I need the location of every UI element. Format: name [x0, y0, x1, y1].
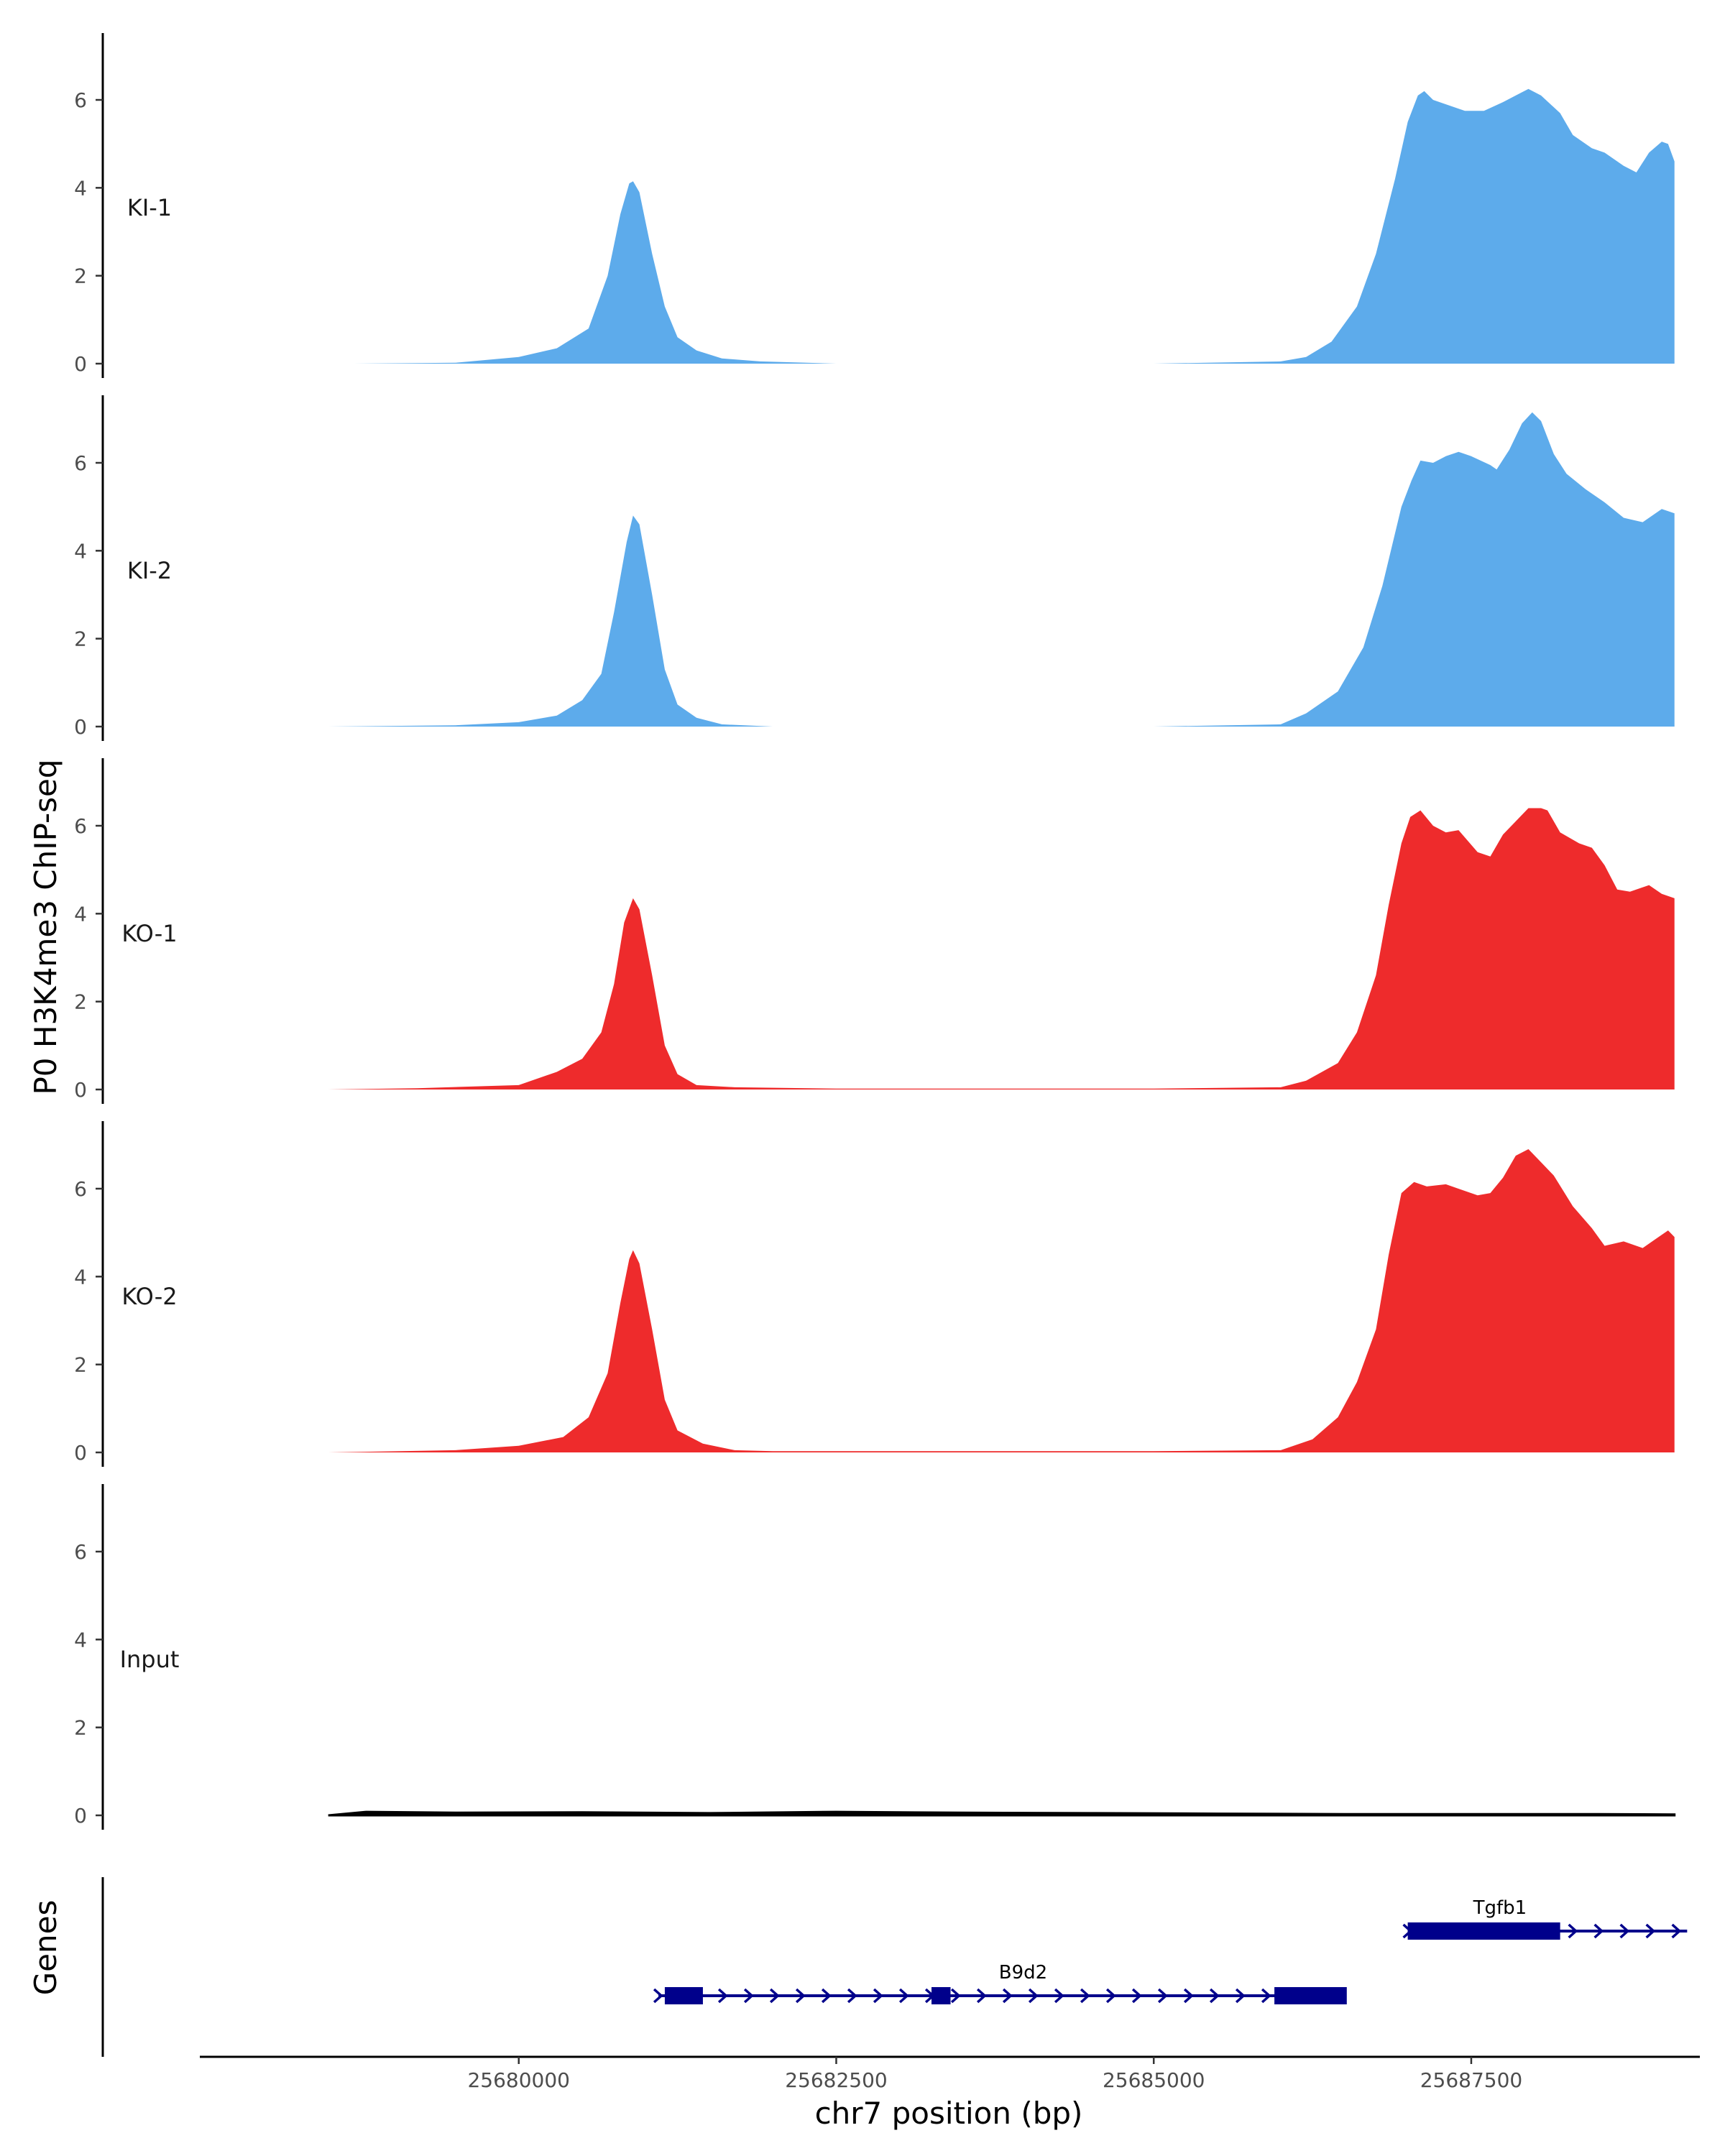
strand-arrow [950, 1988, 961, 2004]
y-tick-label: 0 [74, 1804, 87, 1828]
y-tick-label: 6 [74, 814, 87, 838]
y-tick-label: 2 [74, 1716, 87, 1740]
gene-label-tgfb1: Tgfb1 [1473, 1897, 1527, 1919]
track-label-ko-1: KO-1 [121, 920, 177, 947]
y-tick-label: 4 [74, 539, 87, 563]
track-ki-1: 0 2 4 6 KI-1 [74, 33, 1675, 378]
exon-block [931, 1987, 951, 2004]
strand-arrow [743, 1988, 754, 2004]
strand-arrow [1028, 1988, 1039, 2004]
y-tick-label: 2 [74, 990, 87, 1014]
coverage-area-ki-1 [354, 88, 1675, 364]
track-input: 0 2 4 6 Input [74, 1484, 1676, 1830]
genes-layer: Tgfb1 B9d2 [101, 1877, 1688, 2057]
y-tick-label: 4 [74, 1628, 87, 1651]
y-tick-label: 2 [74, 627, 87, 651]
strand-arrow [1080, 1988, 1090, 2004]
x-tick-label: 25685000 [1103, 2068, 1205, 2092]
strand-arrow [1131, 1988, 1142, 2004]
track-label-input: Input [120, 1646, 180, 1673]
strand-arrow [769, 1988, 780, 2004]
y-tick-label: 4 [74, 1265, 87, 1289]
coverage-area-ki-2 [328, 412, 1675, 727]
strand-arrow [898, 1988, 909, 2004]
strand-arrow [1105, 1988, 1116, 2004]
y-axis-title: P0 H3K4me3 ChIP-seq [28, 759, 63, 1095]
coverage-area-ko-2 [328, 1149, 1675, 1452]
y-tick-label: 4 [74, 902, 87, 926]
gene-label-b9d2: B9d2 [999, 1962, 1047, 1984]
y-tick-label: 6 [74, 1177, 87, 1201]
strand-arrow [1002, 1988, 1013, 2004]
strand-arrow [976, 1988, 987, 2004]
strand-arrow [847, 1988, 857, 2004]
x-axis-title: chr7 position (bp) [815, 2096, 1083, 2131]
exon-block [1274, 1987, 1347, 2004]
exon-block [664, 1987, 703, 2004]
strand-arrow [1619, 1923, 1630, 1939]
gene-tgfb1: Tgfb1 [1402, 1897, 1688, 1940]
strand-arrow [873, 1988, 883, 2004]
strand-arrow [1261, 1988, 1271, 2004]
strand-arrow [717, 1988, 728, 2004]
track-ko-2: 0 2 4 6 KO-2 [74, 1121, 1675, 1467]
strand-arrow [1054, 1988, 1064, 2004]
x-axis: 25680000 25682500 25685000 25687500 [200, 2055, 1700, 2092]
track-label-ko-2: KO-2 [121, 1283, 177, 1310]
strand-arrow [1235, 1988, 1246, 2004]
track-label-ki-1: KI-1 [127, 194, 172, 221]
tracks-layer: 0 2 4 6 KI-1 0 2 4 6 KI-2 0 2 4 6 KO-1 0 2 4 6 KO-2 0 2 4 6 Inpu… [74, 33, 1676, 1830]
y-tick-label: 0 [74, 1441, 87, 1465]
strand-arrow [1671, 1923, 1682, 1939]
x-tick-label: 25687500 [1420, 2068, 1523, 2092]
strand-arrow [1157, 1988, 1168, 2004]
strand-arrow [1183, 1988, 1194, 2004]
y-tick-label: 6 [74, 451, 87, 475]
y-tick-label: 6 [74, 88, 87, 112]
track-ko-1: 0 2 4 6 KO-1 [74, 758, 1675, 1104]
strand-arrow [1593, 1923, 1604, 1939]
y-tick-label: 0 [74, 1078, 87, 1102]
strand-arrow [1209, 1988, 1220, 2004]
y-tick-label: 2 [74, 1353, 87, 1377]
track-ki-2: 0 2 4 6 KI-2 [74, 395, 1675, 741]
y-tick-label: 2 [74, 264, 87, 288]
coverage-area-ko-1 [328, 808, 1675, 1089]
y-tick-label: 4 [74, 176, 87, 200]
strand-arrow [653, 1988, 663, 2004]
strand-arrow [1568, 1923, 1578, 1939]
x-tick-label: 25680000 [467, 2068, 570, 2092]
y-tick-label: 6 [74, 1540, 87, 1564]
strand-arrow [821, 1988, 832, 2004]
coverage-area-input [328, 1810, 1676, 1817]
track-label-ki-2: KI-2 [127, 557, 172, 584]
y-tick-label: 0 [74, 352, 87, 376]
genes-track-title: Genes [28, 1900, 63, 1996]
x-tick-label: 25682500 [785, 2068, 888, 2092]
exon-block [1407, 1922, 1560, 1940]
strand-arrow [795, 1988, 806, 2004]
strand-arrow [1645, 1923, 1656, 1939]
gene-b9d2: B9d2 [653, 1962, 1347, 2004]
y-tick-label: 0 [74, 715, 87, 739]
